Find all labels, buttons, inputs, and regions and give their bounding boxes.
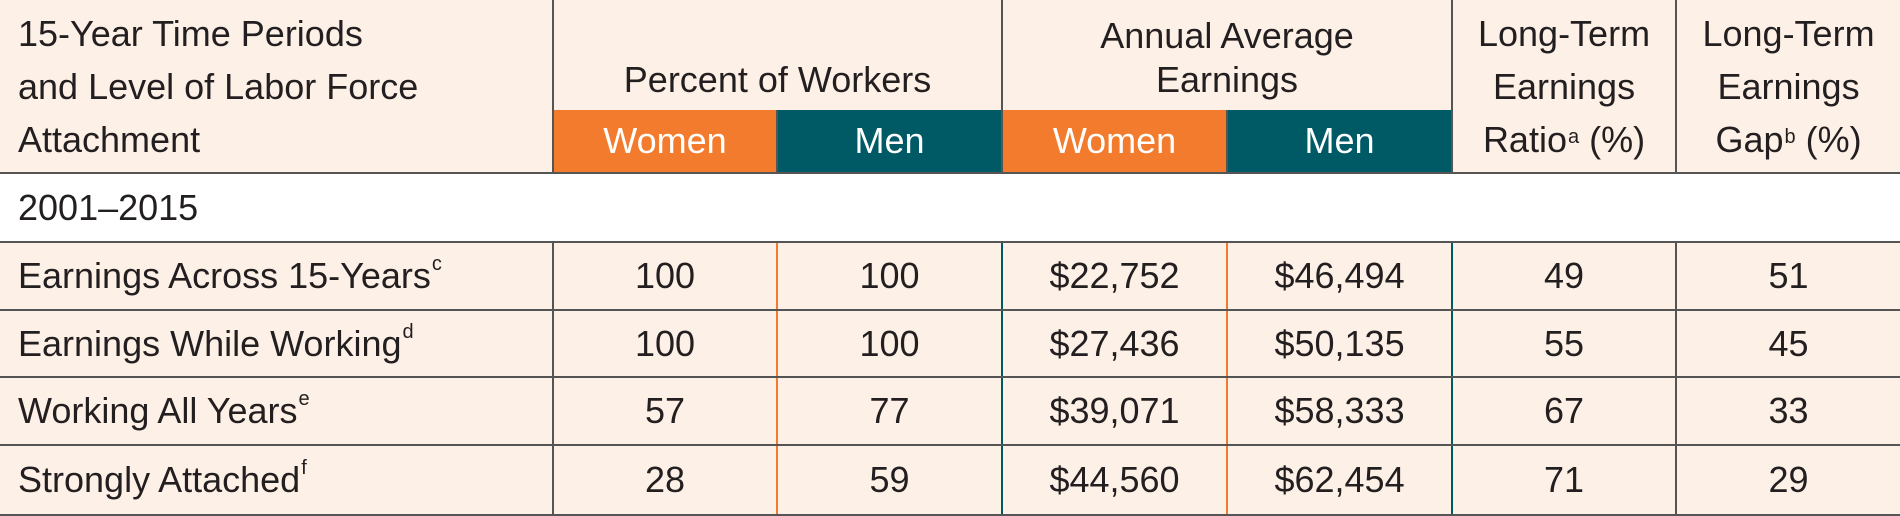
row-footnote: f [301,457,307,479]
cell-gap: 45 [1676,310,1900,378]
annual-average-line1: Annual Average [1100,15,1354,56]
cell-ratio: 49 [1452,242,1678,311]
cell-earn-men: $46,494 [1227,242,1454,311]
cell-gap: 29 [1676,445,1900,516]
cell-ratio: 71 [1452,445,1678,516]
cell-pct-women: 28 [552,445,778,516]
cell-earn-women: $27,436 [1001,310,1229,378]
row-footnote: c [431,253,442,275]
cell-pct-women: 100 [552,310,778,378]
cell-ratio: 55 [1452,310,1678,378]
cell-earn-women: $22,752 [1001,242,1229,311]
cell-pct-men: 59 [777,445,1004,516]
col-header-period: 15-Year Time Periods and Level of Labor … [0,0,554,173]
table-row: Earnings Across 15-Yearsc 100 100 $22,75… [0,242,1900,311]
row-label: Strongly Attachedf [0,445,554,516]
cell-pct-men: 100 [777,310,1004,378]
col-header-annual-average: Annual Average Earnings [1002,0,1454,110]
gap-line3: Gapb (%) [1677,113,1900,166]
row-footnote: e [298,388,310,410]
annual-average-line2: Earnings [1155,59,1299,100]
table-row: Earnings While Workingd 100 100 $27,436 … [0,310,1900,378]
row-footnote: d [402,320,414,343]
row-label: Earnings Across 15-Yearsc [0,242,554,311]
ratio-line3: Ratioa (%) [1453,113,1675,166]
gap-line2: Earnings [1717,65,1860,107]
ratio-unit: (%) [1579,118,1646,160]
gap-line3-text: Gap [1715,118,1784,160]
cell-gap: 33 [1676,377,1900,446]
col-header-period-line1: 15-Year Time Periods [18,12,363,54]
row-label-text: Earnings While Working [18,322,402,364]
ratio-line2: Earnings [1492,65,1636,107]
subheader-men-percent: Men [777,110,1004,173]
cell-earn-men: $58,333 [1227,377,1454,446]
row-label-text: Earnings Across 15-Years [18,255,431,296]
table-row: Strongly Attachedf 28 59 $44,560 $62,454… [0,445,1900,516]
ratio-line1: Long-Term [1477,12,1651,54]
subheader-women-earnings: Women [1002,110,1229,173]
col-header-period-line3: Attachment [18,118,201,160]
row-label: Working All Yearse [0,377,554,446]
cell-earn-men: $62,454 [1227,445,1454,516]
cell-pct-men: 77 [777,377,1004,446]
ratio-footnote: a [1567,125,1580,148]
cell-earn-women: $44,560 [1001,445,1229,516]
cell-pct-men: 100 [777,242,1004,311]
col-header-percent-workers: Percent of Workers [553,0,1004,110]
section-label: 2001–2015 [0,172,1900,243]
gap-unit: (%) [1795,118,1862,160]
col-header-gap: Long-Term Earnings Gapb (%) [1676,0,1900,173]
cell-earn-women: $39,071 [1001,377,1229,446]
ratio-line3-text: Ratio [1482,118,1567,160]
table-row: Working All Yearse 57 77 $39,071 $58,333… [0,377,1900,446]
percent-workers-label: Percent of Workers [623,59,932,100]
col-header-period-line2: and Level of Labor Force [18,65,419,107]
row-label: Earnings While Workingd [0,310,554,378]
row-label-text: Working All Years [18,390,298,431]
cell-earn-men: $50,135 [1227,310,1454,378]
cell-pct-women: 57 [552,377,778,446]
gap-line1: Long-Term [1702,12,1875,54]
subheader-women-percent: Women [553,110,778,173]
cell-ratio: 67 [1452,377,1678,446]
row-label-text: Strongly Attached [18,459,301,500]
subheader-men-earnings: Men [1227,110,1454,173]
cell-gap: 51 [1676,242,1900,311]
col-header-ratio: Long-Term Earnings Ratioa (%) [1452,0,1678,173]
cell-pct-women: 100 [552,242,778,311]
gap-footnote: b [1784,125,1796,148]
